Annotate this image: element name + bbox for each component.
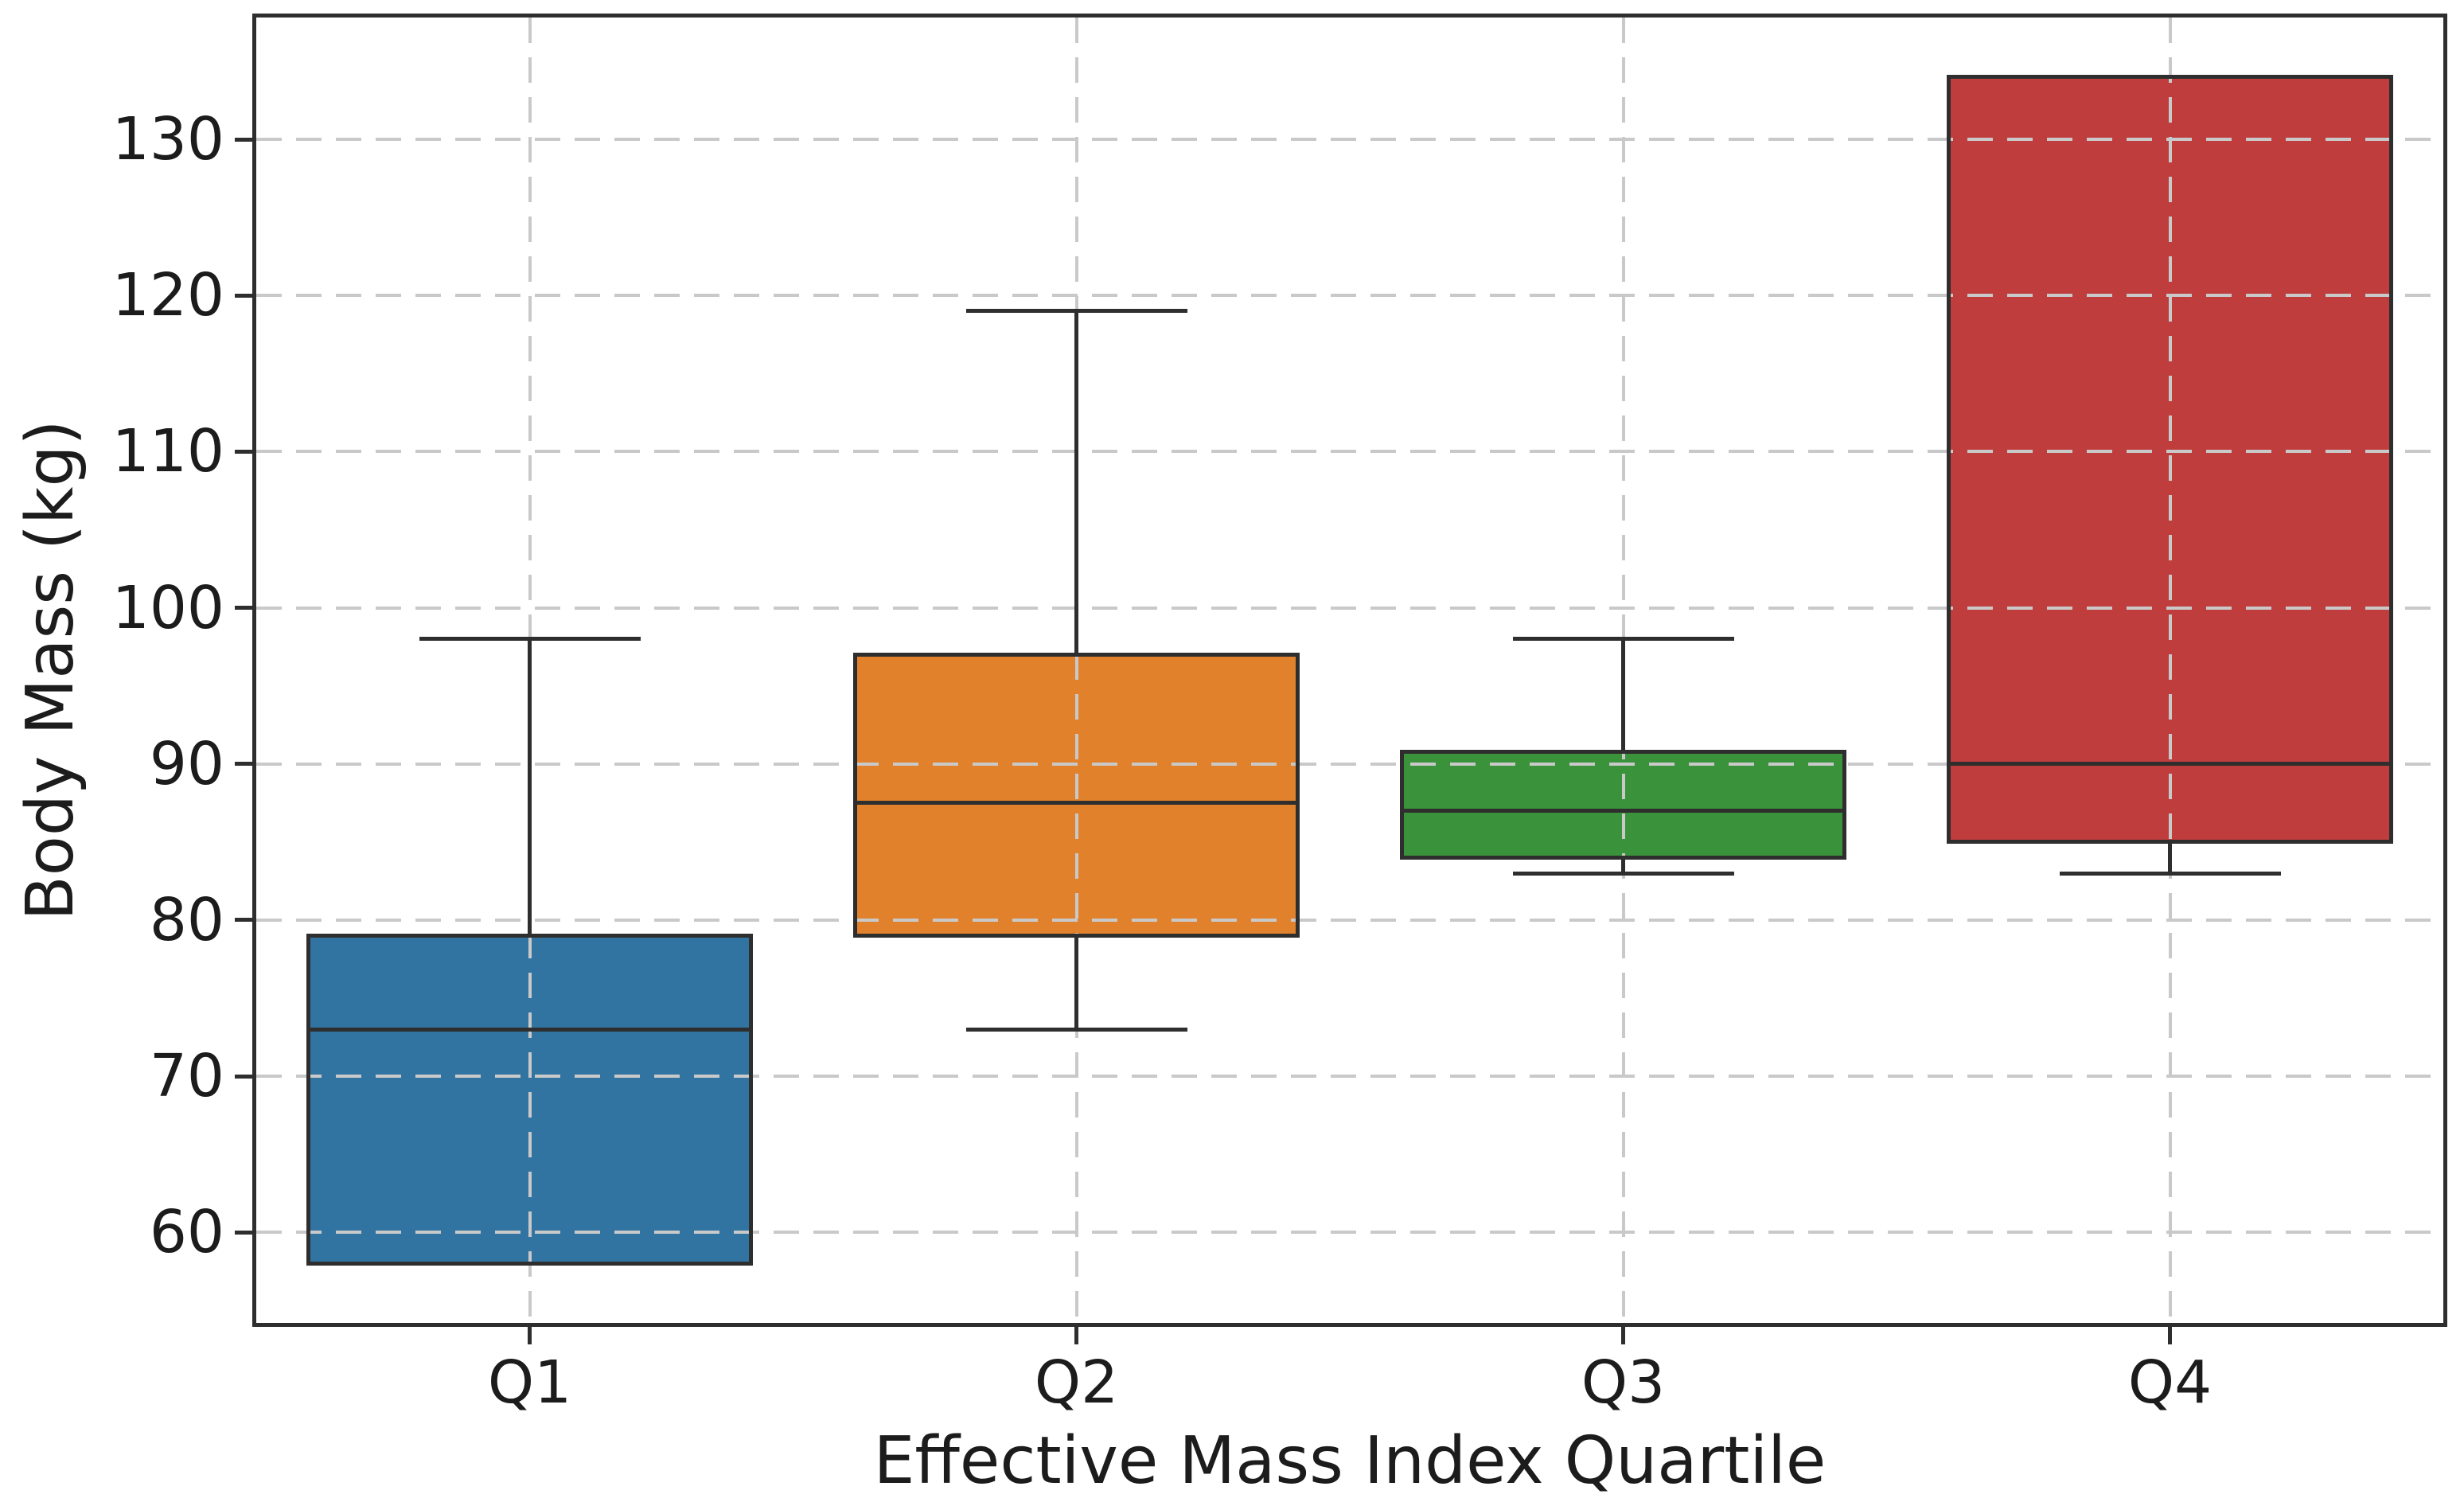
x-axis-label: Effective Mass Index Quartile	[873, 1423, 1827, 1499]
gridline-h-60	[256, 1231, 2443, 1235]
ytick-label-70: 70	[149, 1042, 224, 1111]
whisker-Q1-upper	[528, 638, 532, 936]
gridline-h-70	[256, 1075, 2443, 1079]
ytick-label-110: 110	[111, 417, 224, 486]
xtick-label-Q1: Q1	[487, 1348, 572, 1417]
box-Q3-median	[1402, 809, 1845, 813]
xtick-label-Q2: Q2	[1034, 1348, 1119, 1417]
ytick-mark-70	[235, 1074, 252, 1079]
box-Q3-outline	[1400, 750, 1846, 860]
box-Q4-median	[1948, 762, 2392, 767]
plot-area	[252, 14, 2447, 1327]
gridline-v-Q4	[2168, 18, 2172, 1323]
whisker-Q3-upper	[1621, 638, 1625, 752]
xtick-mark-Q1	[528, 1327, 532, 1344]
cap-Q3-upper	[1512, 637, 1734, 642]
cap-Q4-lower	[2059, 871, 2281, 876]
whisker-Q2-upper	[1074, 310, 1078, 655]
xtick-label-Q4: Q4	[2127, 1348, 2213, 1417]
gridline-h-90	[256, 762, 2443, 766]
ytick-label-80: 80	[149, 885, 224, 954]
ytick-label-60: 60	[149, 1198, 224, 1267]
ytick-mark-80	[235, 918, 252, 923]
whisker-Q2-lower	[1074, 935, 1078, 1030]
ytick-mark-110	[235, 449, 252, 454]
ytick-label-120: 120	[111, 261, 224, 330]
xtick-mark-Q3	[1621, 1327, 1625, 1344]
xtick-mark-Q4	[2168, 1327, 2172, 1344]
y-axis-label: Body Mass (kg)	[13, 419, 88, 921]
gridline-h-110	[256, 450, 2443, 454]
box-Q2-outline	[853, 652, 1300, 938]
ytick-mark-100	[235, 606, 252, 611]
ytick-mark-120	[235, 293, 252, 298]
cap-Q2-lower	[965, 1027, 1187, 1032]
gridline-h-130	[256, 138, 2443, 141]
gridline-h-120	[256, 294, 2443, 298]
box-Q2-median	[855, 801, 1298, 806]
xtick-mark-Q2	[1074, 1327, 1078, 1344]
box-strokes-layer	[256, 18, 2443, 1323]
whisker-Q3-lower	[1621, 857, 1625, 874]
box-Q1-outline	[306, 933, 753, 1266]
box-Q4-outline	[1947, 75, 2393, 845]
ytick-mark-130	[235, 137, 252, 142]
cap-Q1-upper	[419, 637, 641, 642]
ytick-label-90: 90	[149, 729, 224, 798]
gridline-v-Q2	[1074, 18, 1078, 1323]
ytick-mark-60	[235, 1230, 252, 1235]
whisker-Q4-lower	[2168, 841, 2172, 874]
gridline-h-80	[256, 918, 2443, 922]
ytick-label-130: 130	[111, 105, 224, 174]
gridline-h-100	[256, 606, 2443, 610]
cap-Q2-upper	[965, 309, 1187, 314]
ytick-mark-90	[235, 762, 252, 767]
box-Q1-median	[308, 1027, 751, 1032]
cap-Q3-lower	[1512, 871, 1734, 876]
ytick-label-100: 100	[111, 573, 224, 642]
xtick-label-Q3: Q3	[1581, 1348, 1666, 1417]
